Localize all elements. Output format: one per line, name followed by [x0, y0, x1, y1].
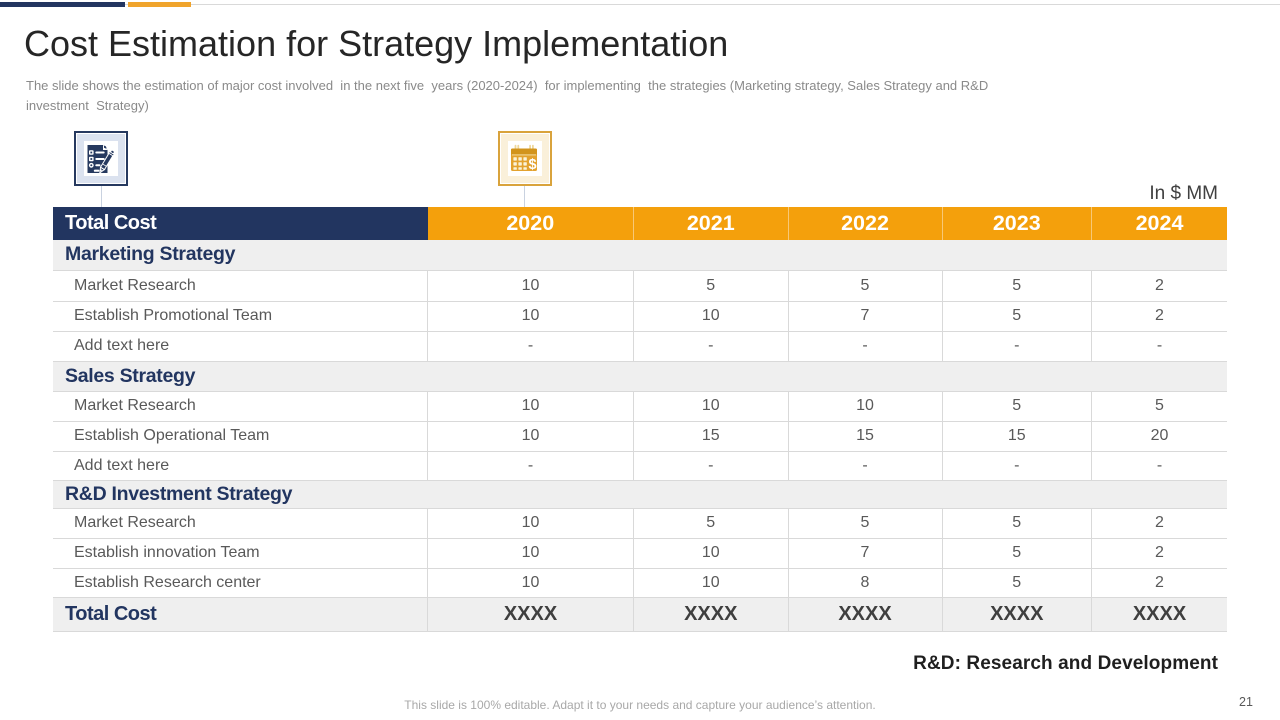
- svg-text:$: $: [529, 157, 537, 173]
